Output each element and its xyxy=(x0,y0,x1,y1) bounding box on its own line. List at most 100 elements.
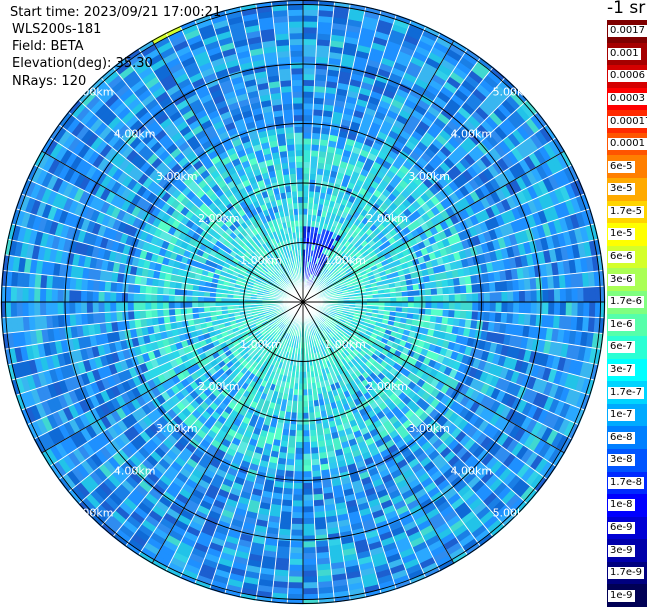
beta-cell xyxy=(425,294,433,303)
beta-cell xyxy=(488,311,497,323)
beta-cell xyxy=(156,294,164,303)
beta-cell xyxy=(291,500,304,508)
beta-cell xyxy=(203,301,210,308)
beta-cell xyxy=(302,401,309,408)
beta-cell xyxy=(302,172,311,180)
beta-cell xyxy=(483,291,491,303)
beta-cell xyxy=(288,564,304,572)
beta-cell xyxy=(302,26,318,34)
beta-cell xyxy=(454,293,462,303)
beta-cell xyxy=(507,301,514,314)
beta-cell xyxy=(302,523,316,531)
beta-cell xyxy=(466,292,473,303)
beta-cell xyxy=(56,301,64,316)
beta-cell xyxy=(62,301,70,315)
beta-cell xyxy=(312,108,324,117)
beta-cell xyxy=(287,587,304,595)
beta-cell xyxy=(302,535,316,543)
beta-cell xyxy=(302,529,316,537)
beta-cell xyxy=(302,430,311,437)
beta-cell xyxy=(21,301,29,318)
beta-cell xyxy=(289,541,304,549)
beta-cell xyxy=(430,308,438,317)
beta-cell xyxy=(302,482,314,490)
beta-cell xyxy=(283,482,294,490)
beta-cell xyxy=(309,429,318,437)
beta-cell xyxy=(74,289,82,303)
beta-cell xyxy=(583,301,590,318)
beta-cell xyxy=(430,287,438,296)
beta-cell xyxy=(138,293,146,303)
beta-cell xyxy=(285,458,296,466)
beta-cell xyxy=(302,202,309,209)
beta-cell xyxy=(309,173,317,181)
beta-cell xyxy=(302,459,312,467)
beta-cell xyxy=(524,289,532,303)
beta-cell xyxy=(442,309,450,318)
beta-cell xyxy=(302,85,315,92)
beta-cell xyxy=(156,301,164,310)
beta-cell xyxy=(297,389,304,396)
beta-cell xyxy=(471,310,479,321)
beta-cell xyxy=(302,55,317,63)
beta-cell xyxy=(571,301,579,317)
beta-cell xyxy=(302,155,311,163)
beta-cell xyxy=(97,290,105,303)
beta-cell xyxy=(173,294,181,303)
beta-cell xyxy=(390,296,397,303)
beta-cell xyxy=(291,506,304,513)
beta-cell xyxy=(168,287,176,296)
beta-cell xyxy=(127,310,135,321)
beta-cell xyxy=(179,295,187,303)
beta-cell xyxy=(150,301,158,311)
beta-cell xyxy=(302,167,311,174)
beta-cell xyxy=(437,301,444,310)
beta-cell xyxy=(390,301,397,308)
beta-cell xyxy=(431,301,438,310)
beta-cell xyxy=(144,301,152,311)
beta-cell xyxy=(173,301,181,310)
beta-cell xyxy=(310,143,320,152)
beta-cell xyxy=(286,452,296,461)
beta-cell xyxy=(302,418,310,426)
beta-cell xyxy=(203,296,210,303)
beta-cell xyxy=(162,286,170,296)
beta-cell xyxy=(289,547,304,554)
beta-cell xyxy=(51,301,58,316)
beta-cell xyxy=(302,424,311,432)
beta-cell xyxy=(437,294,444,303)
beta-cell xyxy=(296,406,304,414)
beta-cell xyxy=(548,301,555,316)
beta-cell xyxy=(442,294,450,303)
beta-cell xyxy=(185,295,193,303)
beta-cell xyxy=(168,301,175,310)
beta-cell xyxy=(292,494,304,502)
beta-cell xyxy=(310,138,321,146)
beta-cell xyxy=(311,132,322,140)
beta-cell xyxy=(553,301,561,316)
beta-cell xyxy=(302,108,314,116)
beta-cell xyxy=(559,287,567,303)
beta-cell xyxy=(513,290,520,303)
beta-cell xyxy=(174,308,182,316)
beta-cell xyxy=(33,301,41,317)
beta-cell xyxy=(302,73,316,81)
beta-cell xyxy=(302,558,318,566)
beta-cell xyxy=(292,482,304,490)
beta-cell xyxy=(296,412,304,420)
beta-cell xyxy=(302,96,315,104)
beta-cell xyxy=(489,291,497,303)
beta-cell xyxy=(583,286,590,303)
beta-cell xyxy=(162,308,170,318)
beta-cell xyxy=(284,464,295,472)
beta-cell xyxy=(103,291,111,303)
beta-cell xyxy=(109,281,118,293)
beta-cell xyxy=(302,494,314,502)
beta-cell xyxy=(565,301,573,317)
beta-cell xyxy=(302,9,319,17)
beta-cell xyxy=(288,558,304,566)
beta-cell xyxy=(179,288,187,297)
beta-cell xyxy=(127,292,134,303)
beta-cell xyxy=(27,287,35,303)
